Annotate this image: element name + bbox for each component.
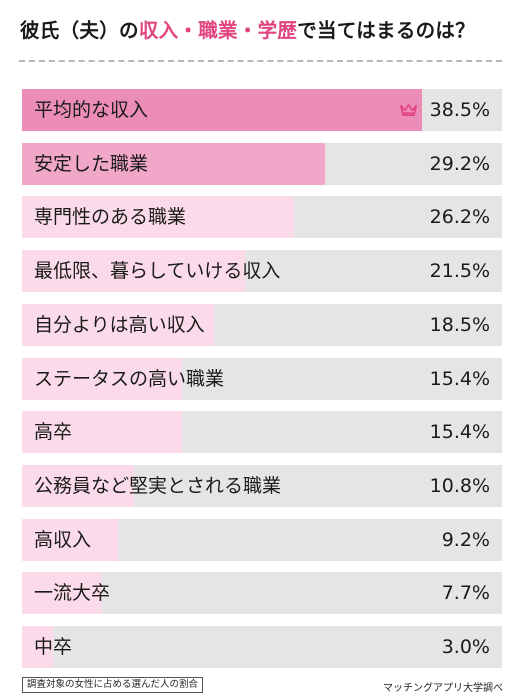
bar-row: 自分よりは高い収入 18.5% [22,304,502,346]
category-label: 専門性のある職業 [34,206,187,228]
bar-row: ステータスの高い職業 15.4% [22,358,502,400]
value-label: 38.5% [429,99,490,121]
category-label: 安定した職業 [34,153,149,175]
value-label: 10.8% [429,475,490,497]
bar-row: 中卒 3.0% [22,626,502,668]
category-label: 平均的な収入 [34,99,149,121]
category-label: 高収入 [34,529,92,551]
title-highlight: 収入・職業・学歴 [138,19,298,42]
survey-note: 調査対象の女性に占める選んだ人の割合 [22,677,204,693]
bar [22,465,135,507]
category-label: 公務員など堅実とされる職業 [34,475,282,497]
bar [22,411,182,453]
bar [22,143,326,185]
source-credit: マッチングアプリ大学調べ [383,683,503,694]
category-label: 自分よりは高い収入 [34,314,205,336]
bar-row: 高卒 15.4% [22,411,502,453]
value-label: 15.4% [429,368,490,390]
chart-title: 彼氏（夫）の収入・職業・学歴で当てはまるのは？ [20,14,510,43]
value-label: 3.0% [441,636,490,658]
bar-row: 最低限、暮らしていける収入 21.5% [22,250,502,292]
title-part2: で当てはまるのは？ [297,19,476,42]
bar [22,358,182,400]
value-label: 21.5% [429,260,490,282]
bar-row: 平均的な収入 38.5% [22,89,502,131]
category-label: ステータスの高い職業 [34,368,225,390]
bar [22,196,295,238]
category-label: 一流大卒 [34,582,111,604]
value-label: 18.5% [429,314,490,336]
value-label: 15.4% [429,421,490,443]
category-label: 中卒 [34,636,73,658]
value-label: 7.7% [441,582,490,604]
bar [22,626,54,668]
bar-row: 安定した職業 29.2% [22,143,502,185]
title-divider [19,60,502,62]
bar-row: 一流大卒 7.7% [22,572,502,614]
bar [22,519,118,561]
bar-row: 高収入 9.2% [22,519,502,561]
bar [22,89,422,131]
value-label: 26.2% [429,206,490,228]
category-label: 最低限、暮らしていける収入 [34,260,281,282]
title-part1: 彼氏（夫）の [20,19,139,42]
bar [22,572,102,614]
bar-row: 公務員など堅実とされる職業 10.8% [22,465,502,507]
crown-icon [400,103,417,117]
bar-row: 専門性のある職業 26.2% [22,196,502,238]
value-label: 29.2% [429,153,490,175]
bar [22,250,246,292]
bar [22,304,215,346]
category-label: 高卒 [34,421,73,443]
value-label: 9.2% [441,529,490,551]
